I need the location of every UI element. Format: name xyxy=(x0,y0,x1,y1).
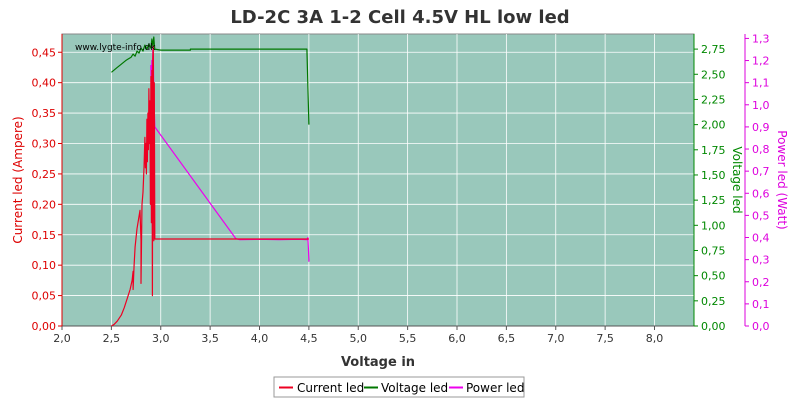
series-line-current xyxy=(111,45,309,327)
y-tick-label-voltage: 2,25 xyxy=(701,93,726,106)
x-tick-label: 3,0 xyxy=(152,332,170,345)
legend-label-voltage: Voltage led xyxy=(381,381,448,395)
y-axis-power-label: Power led (Watt) xyxy=(775,130,789,229)
x-tick-label: 7,0 xyxy=(547,332,565,345)
y-tick-label-power: 0,0 xyxy=(752,320,770,333)
y-tick-label-power: 0,6 xyxy=(752,187,770,200)
x-tick-label: 3,5 xyxy=(201,332,219,345)
plot-area xyxy=(61,33,695,327)
legend: Current led Voltage led Power led xyxy=(273,376,525,398)
x-tick-label: 4,0 xyxy=(251,332,269,345)
y-tick-label-power: 1,2 xyxy=(752,55,770,68)
y-tick-label-voltage: 0,00 xyxy=(701,320,726,333)
y-tick-label-current: 0,10 xyxy=(32,259,57,272)
y-tick-label-power: 0,9 xyxy=(752,121,770,134)
x-tick-label: 2,0 xyxy=(53,332,71,345)
y-tick-label-power: 0,3 xyxy=(752,254,770,267)
y-axis-current: 0,00 0,05 0,10 0,15 0,20 0,25 0,30 0,35 0,40 0,45 xyxy=(32,34,63,333)
x-tick-label: 7,5 xyxy=(596,332,614,345)
x-tick-label: 8,0 xyxy=(646,332,664,345)
y-tick-label-current: 0,00 xyxy=(32,320,57,333)
x-axis: 2,0 2,5 3,0 3,5 4,0 4,5 5,0 5,5 6,0 6,5 7,0 7,5 8,0 xyxy=(53,325,694,345)
watermark-text: www.lygte-info.dk xyxy=(75,43,156,53)
y-tick-label-current: 0,45 xyxy=(32,46,57,59)
legend-label-current: Current led xyxy=(297,381,364,395)
y-tick-label-voltage: 1,00 xyxy=(701,219,726,232)
y-tick-label-power: 1,1 xyxy=(752,77,770,90)
y-tick-label-power: 0,2 xyxy=(752,276,770,289)
y-tick-label-voltage: 2,00 xyxy=(701,119,726,132)
y-tick-label-power: 0,7 xyxy=(752,165,770,178)
y-tick-label-voltage: 0,75 xyxy=(701,244,726,257)
y-tick-label-voltage: 1,75 xyxy=(701,144,726,157)
y-tick-label-voltage: 0,50 xyxy=(701,270,726,283)
x-tick-label: 4,5 xyxy=(300,332,318,345)
y-tick-label-current: 0,20 xyxy=(32,198,57,211)
legend-box xyxy=(273,376,525,398)
x-tick-label: 2,5 xyxy=(103,332,121,345)
y-tick-label-voltage: 1,25 xyxy=(701,194,726,207)
x-axis-label: Voltage in xyxy=(341,355,415,370)
y-tick-label-power: 0,1 xyxy=(752,298,770,311)
x-tick-label: 6,0 xyxy=(448,332,466,345)
x-tick-label: 5,5 xyxy=(399,332,417,345)
y-tick-label-power: 0,4 xyxy=(752,232,770,245)
y-axis-power: 0,0 0,1 0,2 0,3 0,4 0,5 0,6 0,7 0,8 0,9 1,0 1,1 1,2 1… xyxy=(744,32,770,333)
y-tick-label-current: 0,30 xyxy=(32,138,57,151)
y-axis-voltage-label: Voltage led xyxy=(730,146,744,213)
y-tick-label-power: 0,8 xyxy=(752,143,770,156)
y-axis-current-label: Current led (Ampere) xyxy=(11,116,25,243)
series-layer xyxy=(111,36,310,327)
y-axis-voltage: 0,00 0,25 0,50 0,75 1,00 1,25 1,50 1,75 2,00 2,25… xyxy=(693,34,726,333)
y-tick-label-current: 0,15 xyxy=(32,229,57,242)
y-tick-label-current: 0,25 xyxy=(32,168,57,181)
x-tick-label: 5,0 xyxy=(350,332,368,345)
y-tick-label-voltage: 2,75 xyxy=(701,43,726,56)
chart-title: LD-2C 3A 1-2 Cell 4.5V HL low led xyxy=(230,7,569,28)
y-tick-label-current: 0,40 xyxy=(32,77,57,90)
y-tick-label-power: 0,5 xyxy=(752,209,770,222)
y-tick-label-voltage: 1,50 xyxy=(701,169,726,182)
y-tick-label-voltage: 0,25 xyxy=(701,295,726,308)
y-tick-label-power: 1,3 xyxy=(752,32,770,45)
y-tick-label-current: 0,35 xyxy=(32,107,57,120)
x-tick-label: 6,5 xyxy=(498,332,516,345)
y-tick-label-power: 1,0 xyxy=(752,99,770,112)
legend-label-power: Power led xyxy=(466,381,524,395)
y-tick-label-voltage: 2,50 xyxy=(701,68,726,81)
series-line-voltage xyxy=(111,36,310,125)
y-tick-label-current: 0,05 xyxy=(32,290,57,303)
